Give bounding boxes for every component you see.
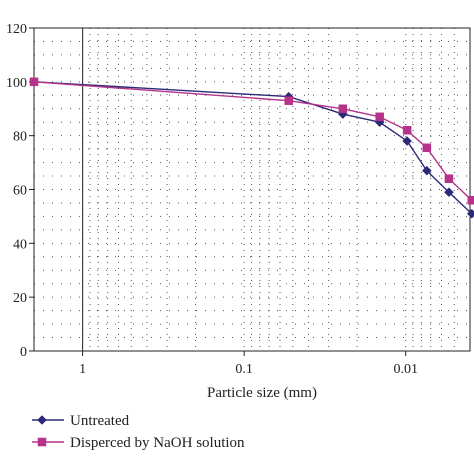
series-2 bbox=[29, 77, 474, 205]
data-point bbox=[466, 208, 474, 219]
data-point bbox=[402, 126, 412, 135]
x-tick-label: 0.01 bbox=[393, 362, 418, 377]
data-point bbox=[284, 96, 293, 105]
data-point bbox=[422, 143, 432, 153]
x-tick-label: 0.1 bbox=[235, 362, 253, 377]
data-point bbox=[29, 77, 39, 87]
y-tick-label: 60 bbox=[13, 184, 27, 199]
y-tick-label: 80 bbox=[13, 130, 27, 145]
y-tick-label: 40 bbox=[13, 237, 27, 252]
data-point bbox=[421, 165, 432, 176]
y-tick-label: 0 bbox=[20, 345, 27, 360]
series-line bbox=[33, 81, 474, 217]
x-tick-label: 1 bbox=[79, 362, 86, 377]
x-axis-label: Particle size (mm) bbox=[207, 385, 317, 401]
legend: Untreated Disperced by NaOH solution bbox=[32, 413, 245, 451]
legend-item: Disperced by NaOH solution bbox=[32, 435, 245, 451]
legend-marker bbox=[37, 437, 47, 447]
data-point bbox=[444, 174, 454, 183]
y-tick-label: 100 bbox=[6, 76, 27, 91]
legend-marker bbox=[37, 415, 47, 425]
series-line bbox=[33, 81, 474, 203]
data-point bbox=[338, 104, 348, 113]
data-point bbox=[402, 136, 412, 146]
legend-label: Disperced by NaOH solution bbox=[70, 435, 245, 451]
data-point bbox=[444, 187, 454, 198]
series-layer bbox=[29, 76, 474, 219]
legend-label: Untreated bbox=[70, 413, 130, 429]
grid-layer bbox=[34, 28, 470, 351]
legend-item: Untreated bbox=[32, 413, 130, 429]
data-point bbox=[467, 196, 474, 205]
y-tick-label: 20 bbox=[13, 291, 27, 306]
y-tick-label: 120 bbox=[6, 22, 27, 37]
data-point bbox=[375, 112, 384, 122]
